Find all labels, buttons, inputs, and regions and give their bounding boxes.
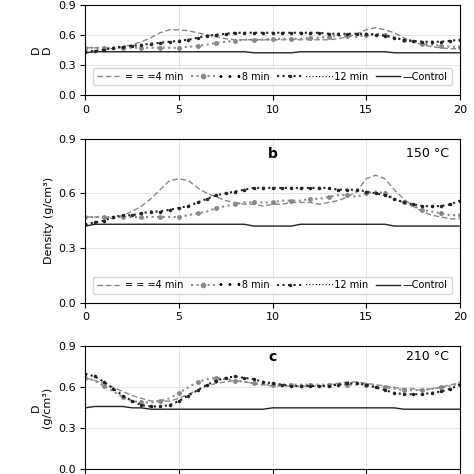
Text: 150 °C: 150 °C [406, 147, 448, 160]
Y-axis label: D
D: D D [31, 46, 52, 54]
Text: c: c [268, 350, 277, 364]
Legend: = = =4 min, • • •8 min, ⋯⋯⋯12 min, —Control: = = =4 min, • • •8 min, ⋯⋯⋯12 min, —Cont… [93, 68, 452, 85]
Legend: = = =4 min, • • •8 min, ⋯⋯⋯12 min, —Control: = = =4 min, • • •8 min, ⋯⋯⋯12 min, —Cont… [93, 277, 452, 294]
Text: 210 °C: 210 °C [406, 350, 448, 363]
Text: b: b [268, 147, 277, 161]
Y-axis label: D
(g/cm³): D (g/cm³) [31, 387, 52, 428]
Y-axis label: Density (g/cm³): Density (g/cm³) [44, 177, 54, 264]
